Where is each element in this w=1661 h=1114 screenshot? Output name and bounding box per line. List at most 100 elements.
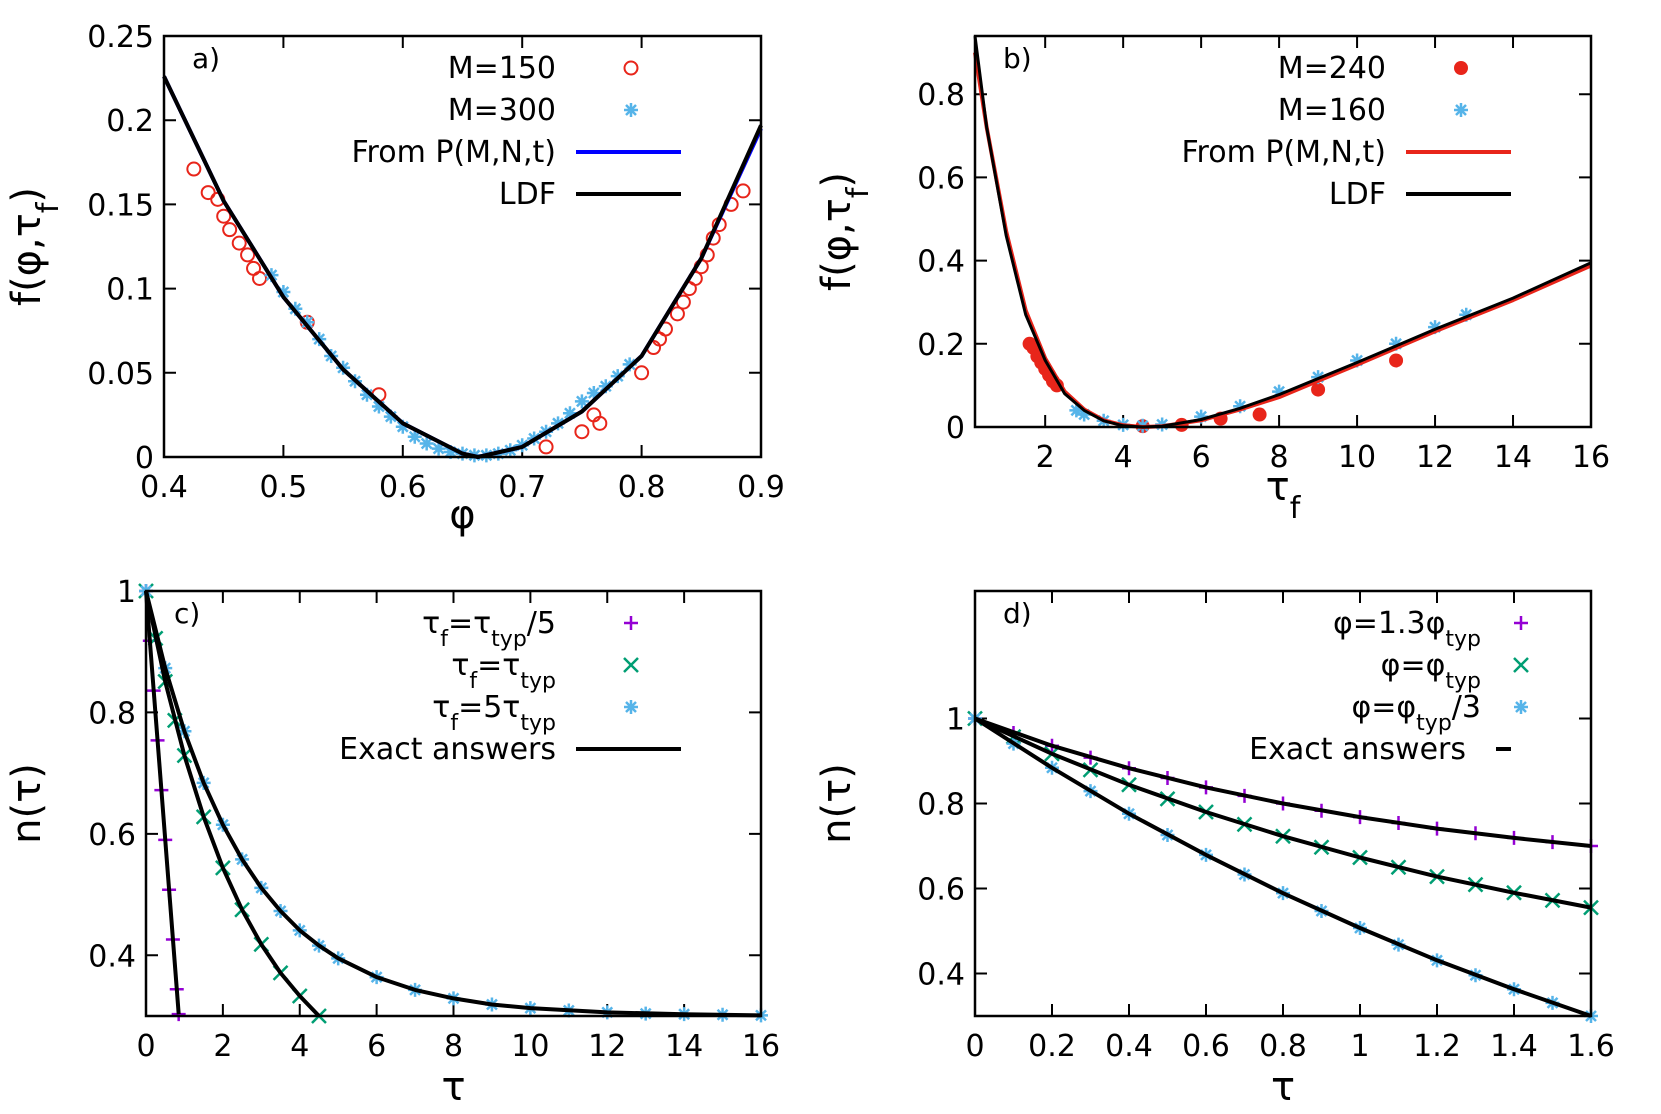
data-point xyxy=(623,60,639,76)
data-point xyxy=(383,409,398,424)
data-point xyxy=(200,185,216,201)
x-tick-label: 0.7 xyxy=(498,470,546,505)
x-tick-label: 0.8 xyxy=(1259,1029,1307,1064)
x-axis-label: φ xyxy=(449,492,475,538)
x-tick-label: 0.6 xyxy=(379,470,427,505)
x-tick-label: 4 xyxy=(1114,440,1133,475)
data-point xyxy=(1428,320,1443,335)
data-point xyxy=(231,235,247,251)
data-point xyxy=(1514,700,1528,714)
data-point xyxy=(538,439,554,455)
x-tick-label: 0 xyxy=(136,1029,155,1064)
data-point xyxy=(574,394,589,409)
series-0 xyxy=(186,161,751,455)
x-tick-label: 0 xyxy=(965,1029,984,1064)
data-point xyxy=(276,284,291,299)
data-point xyxy=(419,436,434,451)
x-tick-label: 6 xyxy=(1192,440,1211,475)
data-point xyxy=(598,379,613,394)
series-2 xyxy=(162,75,763,459)
y-tick-label: 0 xyxy=(946,411,965,446)
y-tick-label: 0.8 xyxy=(88,696,136,731)
legend-label: Exact answers xyxy=(339,732,556,767)
x-tick-label: 1.2 xyxy=(1413,1029,1461,1064)
y-axis-label: f(φ,τf) xyxy=(4,187,66,306)
series-line xyxy=(973,716,1592,1018)
legend: M=150 M=300 From P(M,N,t) LDF xyxy=(351,51,681,212)
x-tick-label: 0.9 xyxy=(737,470,785,505)
y-tick-label: 1 xyxy=(946,703,965,738)
y-tick-label: 0.8 xyxy=(917,78,965,113)
data-point xyxy=(624,700,638,714)
x-tick-label: 8 xyxy=(1270,440,1289,475)
legend-label: φ=1.3φtyp xyxy=(1333,606,1481,652)
data-point xyxy=(1514,616,1528,630)
data-point xyxy=(1077,407,1092,422)
y-tick-label: 0.15 xyxy=(87,188,154,223)
legend-label: τf=τtyp xyxy=(451,648,556,694)
plot-frame xyxy=(973,34,1593,429)
y-tick-label: 1 xyxy=(117,575,136,610)
legend-label: LDF xyxy=(499,177,556,212)
plot-frame xyxy=(973,589,1593,1018)
panel-d: 0 0.2 0.4 0.6 0.8 1 1.2 1.4 1.6 0.4 0.6 0.8 1 τ n(τ) d)… xyxy=(814,589,1615,1110)
panel-a: 0.4 0.5 0.6 0.7 0.8 0.9 0 0.05 0.1 0.15 0.2 0.25 φ f(… xyxy=(4,20,785,538)
x-tick-label: 0.6 xyxy=(1182,1029,1230,1064)
x-tick-label: 4 xyxy=(290,1029,309,1064)
series-line xyxy=(144,590,181,1015)
data-point xyxy=(1194,409,1209,424)
x-tick-label: 0.4 xyxy=(1105,1029,1153,1064)
series-line xyxy=(144,590,321,1018)
x-tick-label: 0.5 xyxy=(260,470,308,505)
x-tick-label: 2 xyxy=(1036,440,1055,475)
data-point xyxy=(186,161,202,177)
x-tick-label: 1.4 xyxy=(1490,1029,1538,1064)
data-point xyxy=(624,103,638,117)
data-point xyxy=(359,387,374,402)
y-tick-label: 0.6 xyxy=(88,818,136,853)
series-3 xyxy=(973,716,1592,1018)
data-point xyxy=(1311,382,1326,397)
series-line xyxy=(974,716,1592,910)
plot-frame xyxy=(162,34,763,459)
x-axis-label: τ xyxy=(1271,1064,1295,1110)
data-point xyxy=(1350,353,1365,368)
legend-label: τf=τtyp/5 xyxy=(422,606,556,652)
x-tick-label: 14 xyxy=(665,1029,703,1064)
y-tick-label: 0.8 xyxy=(917,788,965,823)
data-point xyxy=(574,424,590,440)
data-point xyxy=(300,315,315,330)
data-point xyxy=(431,441,446,456)
panel-b: 2 4 6 8 10 12 14 16 0 0.2 0.4 0.6 0.8 τf f(φ,τf) b) M=24… xyxy=(814,34,1610,526)
x-tick-label: 2 xyxy=(213,1029,232,1064)
data-point xyxy=(1454,103,1468,117)
data-point xyxy=(551,416,566,431)
y-tick-label: 0.1 xyxy=(106,273,154,308)
x-tick-label: 0.8 xyxy=(618,470,666,505)
data-point xyxy=(1389,336,1404,351)
y-tick-label: 0.4 xyxy=(917,958,965,993)
y-axis-label: f(φ,τf) xyxy=(814,172,876,291)
legend-label: φ=φtyp xyxy=(1381,648,1481,694)
y-axis-label: n(τ) xyxy=(4,763,50,844)
data-point xyxy=(222,222,238,238)
x-axis-label: τ xyxy=(441,1064,465,1110)
legend-label: M=300 xyxy=(448,93,556,128)
data-point xyxy=(1252,407,1267,422)
x-tick-label: 14 xyxy=(1494,440,1532,475)
y-tick-label: 0.4 xyxy=(917,245,965,280)
data-point xyxy=(216,208,232,224)
y-tick-label: 0.6 xyxy=(917,161,965,196)
x-tick-label: 12 xyxy=(588,1029,626,1064)
series-line xyxy=(974,716,1592,848)
legend-label: From P(M,N,t) xyxy=(1181,135,1386,170)
y-tick-label: 0.6 xyxy=(917,873,965,908)
y-tick-label: 0.2 xyxy=(106,104,154,139)
legend-label: Exact answers xyxy=(1249,732,1466,767)
data-point xyxy=(669,306,685,322)
data-point xyxy=(252,270,268,286)
data-point xyxy=(1069,403,1084,418)
y-tick-label: 0.4 xyxy=(88,939,136,974)
series-line xyxy=(162,75,763,459)
